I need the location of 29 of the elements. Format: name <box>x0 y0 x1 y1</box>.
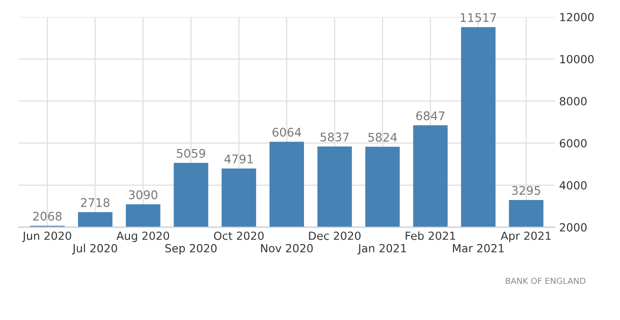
data-label: 6064 <box>272 128 302 137</box>
x-tick-label: Oct 2020 <box>214 232 264 240</box>
x-tick-label: Aug 2020 <box>116 232 170 242</box>
x-tick-label: Dec 2020 <box>309 232 361 240</box>
y-tick-label: 2000 <box>560 223 587 232</box>
data-label: 5837 <box>320 132 349 142</box>
x-tick-label: Apr 2021 <box>500 232 551 242</box>
data-label: 3295 <box>512 186 540 195</box>
data-label: 6847 <box>416 111 444 120</box>
x-tick-label: Nov 2020 <box>261 244 313 252</box>
y-tick-label: 8000 <box>560 97 587 106</box>
data-label: 2068 <box>33 212 62 221</box>
y-tick-label: 4000 <box>560 181 587 190</box>
y-tick-label: 10000 <box>560 54 594 64</box>
x-tick-label: Feb 2021 <box>406 231 456 240</box>
y-tick-label: 12000 <box>560 12 594 22</box>
data-label: 5059 <box>176 148 206 158</box>
x-tick-label: Sep 2020 <box>165 244 217 255</box>
y-tick-label: 6000 <box>560 139 587 148</box>
x-tick-label: Jan 2021 <box>357 244 406 254</box>
data-label: 2718 <box>81 198 110 208</box>
text: BANK OF ENGLAND <box>506 278 586 284</box>
x-tick-label: Jul 2020 <box>72 244 118 254</box>
data-label: 3090 <box>128 190 158 200</box>
x-tick-label: Jun 2020 <box>22 232 72 242</box>
data-label: 4791 <box>224 154 253 164</box>
data-label: 5824 <box>368 132 397 142</box>
x-tick-label: Mar 2021 <box>452 244 504 252</box>
data-label: 11517 <box>460 13 496 22</box>
